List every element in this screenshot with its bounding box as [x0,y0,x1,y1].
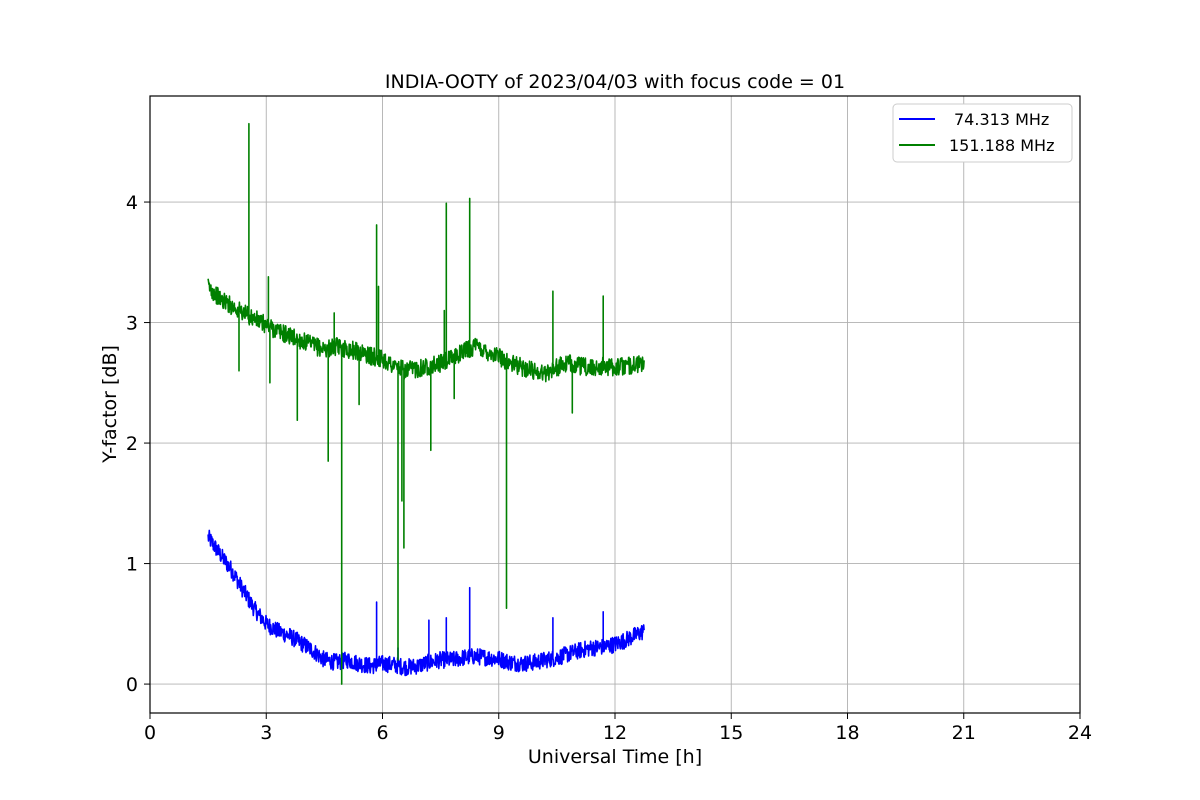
series-line-74mhz [207,529,645,677]
x-axis-label: Universal Time [h] [528,746,702,768]
legend: 74.313 MHz 151.188 MHz [892,103,1073,163]
legend-frame [892,103,1073,163]
series-line-151mhz [207,122,645,685]
y-tick-label: 3 [126,313,138,335]
y-tick-label: 0 [126,674,138,696]
legend-label-74mhz: 74.313 MHz [954,110,1049,129]
x-tick-label: 21 [952,722,976,744]
x-tick-label: 3 [260,722,272,744]
x-tick-label: 18 [835,722,859,744]
legend-label-151mhz: 151.188 MHz [949,136,1054,155]
x-tick-label: 6 [376,722,388,744]
grid-lines [149,96,1081,713]
x-tick-label: 0 [144,722,156,744]
x-tick-label: 9 [493,722,505,744]
y-axis-label: Y-factor [dB] [99,345,121,464]
x-tick-label: 24 [1068,722,1092,744]
x-tick-label: 15 [719,722,743,744]
chart-title: INDIA-OOTY of 2023/04/03 with focus code… [385,71,845,93]
y-tick-label: 4 [126,192,138,214]
series-lines [207,122,645,685]
x-tick-label: 12 [603,722,627,744]
y-tick-label: 1 [126,554,138,576]
y-tick-label: 2 [126,433,138,455]
